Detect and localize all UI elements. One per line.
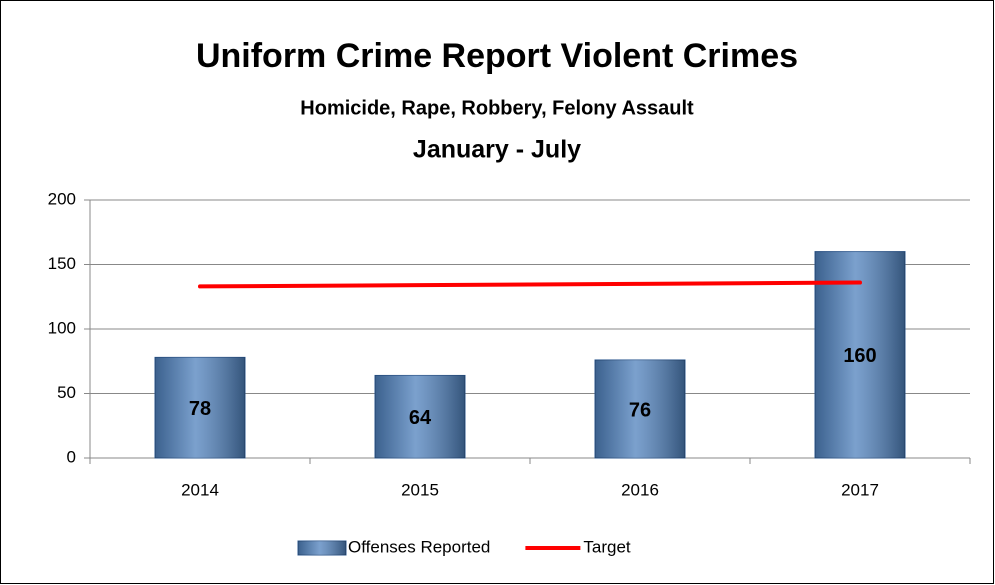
x-tick-label: 2014 [181,480,219,499]
data-label: 76 [629,399,651,421]
chart-period: January - July [413,136,581,164]
bar-shade [155,357,245,458]
bar-shade [595,359,685,458]
bar-shade [375,375,465,458]
y-tick-label: 150 [48,254,76,273]
legend-label: Offenses Reported [348,537,490,556]
y-tick-label: 0 [67,447,76,466]
x-tick-label: 2015 [401,480,439,499]
data-label: 78 [189,398,211,420]
data-label: 64 [409,407,432,429]
y-tick-label: 50 [57,383,76,402]
y-tick-label: 200 [48,189,76,208]
y-tick-label: 100 [48,318,76,337]
x-tick-label: 2016 [621,480,659,499]
x-tick-label: 2017 [841,480,879,499]
chart-title: Uniform Crime Report Violent Crimes [196,37,798,75]
chart-subtitle: Homicide, Rape, Robbery, Felony Assault [300,97,694,119]
bar-shade [815,251,905,458]
legend-label: Target [583,537,631,556]
data-label: 160 [843,345,876,367]
target-line [198,280,862,289]
legend-swatch-shade [298,541,346,555]
